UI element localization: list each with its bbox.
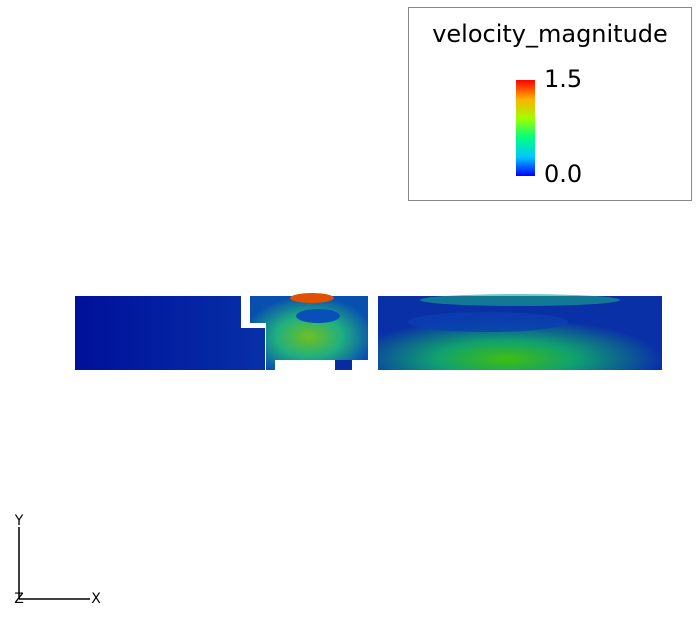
legend-box — [408, 7, 692, 201]
vortex — [296, 309, 340, 323]
upper-band — [420, 294, 620, 306]
legend-max: 1.5 — [544, 65, 582, 93]
middle-domain — [250, 296, 368, 370]
jet-core — [290, 293, 334, 303]
color-bar — [516, 80, 535, 176]
flow-field — [75, 293, 662, 370]
y-axis-label: Y — [14, 513, 24, 529]
right-domain — [378, 296, 662, 370]
legend-min: 0.0 — [544, 160, 582, 188]
outlet — [335, 360, 352, 370]
recirculation — [408, 312, 568, 332]
z-axis-label: Z — [14, 591, 24, 607]
legend: velocity_magnitude 1.5 0.0 — [408, 7, 692, 201]
orientation-axes: Y Z X — [14, 513, 101, 607]
left-domain — [75, 296, 265, 370]
legend-title: velocity_magnitude — [432, 20, 668, 48]
x-axis-label: X — [91, 591, 101, 607]
